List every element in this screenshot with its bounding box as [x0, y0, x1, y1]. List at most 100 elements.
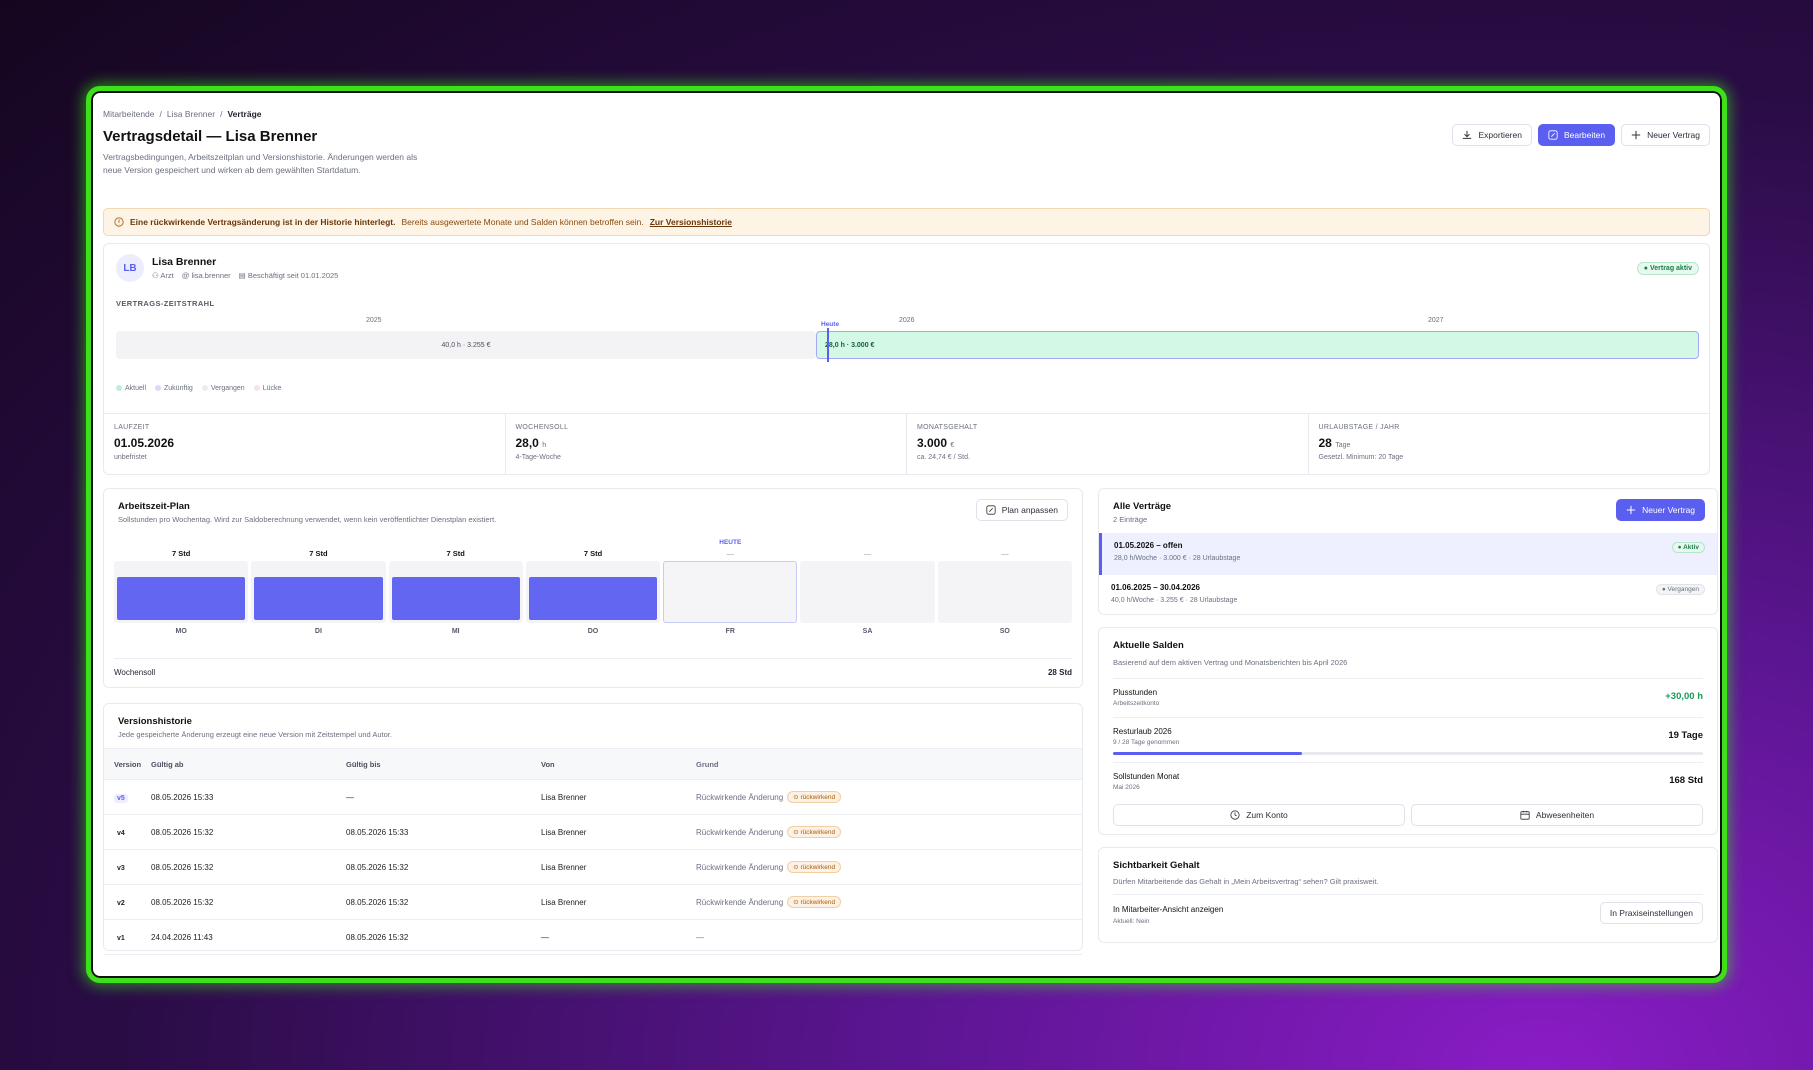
- day-label: DO: [587, 628, 599, 635]
- export-label: Exportieren: [1478, 130, 1522, 140]
- day-label: MI: [451, 628, 460, 635]
- edit-icon: [986, 505, 996, 515]
- breadcrumb-item[interactable]: Lisa Brenner: [166, 109, 216, 119]
- new-contract-button-secondary[interactable]: Neuer Vertrag: [1616, 499, 1705, 521]
- author: —: [541, 932, 549, 942]
- table-row[interactable]: v2 08.05.2026 15:32 08.05.2026 15:32 Lisa B…: [104, 885, 1082, 920]
- app-window: Mitarbeitende / Lisa Brenner / Verträge Ve…: [86, 86, 1727, 983]
- at-icon: @: [181, 271, 190, 280]
- balance-vacation: Resturlaub 2026 9 / 28 Tage genommen 19 …: [1113, 717, 1703, 761]
- account-button[interactable]: Zum Konto: [1113, 804, 1405, 826]
- reason: Rückwirkende Änderung ⊙ rückwirkend: [696, 826, 1082, 838]
- page-title: Vertragsdetail — Lisa Brenner: [103, 128, 318, 145]
- plan-days: 7 Std MO 7 Std DI 7 Std MI 7 Std DO HEUTE — FR — SA —…: [114, 539, 1072, 639]
- plan-day-mi[interactable]: 7 Std MI: [388, 539, 523, 639]
- day-hours: —: [1001, 549, 1009, 558]
- breadcrumb-item[interactable]: Mitarbeitende: [103, 109, 155, 119]
- plan-day-fr[interactable]: HEUTE — FR: [663, 539, 798, 639]
- version-tag: v3: [117, 864, 125, 872]
- day-hours: —: [726, 549, 735, 558]
- reason: Rückwirkende Änderung ⊙ rückwirkend: [696, 896, 1082, 908]
- contracts-title: Alle Verträge: [1113, 501, 1172, 512]
- plan-day-do[interactable]: 7 Std DO: [525, 539, 661, 639]
- valid-to: 08.05.2026 15:32: [346, 862, 409, 872]
- stat-weekly-hours: WOCHENSOLL 28,0 h 4-Tage-Woche: [506, 414, 907, 474]
- new-contract-button[interactable]: Neuer Vertrag: [1621, 124, 1710, 146]
- legend-item: Aktuell: [116, 385, 146, 392]
- plan-day-so[interactable]: — SO: [937, 539, 1072, 639]
- contract-status-badge: ● Vertrag aktiv: [1636, 262, 1699, 275]
- reason: —: [696, 932, 704, 942]
- plan-day-di[interactable]: 7 Std DI: [251, 539, 386, 639]
- absences-button[interactable]: Abwesenheiten: [1411, 804, 1703, 826]
- person-meta: ⚇ Arzt @ lisa.brenner ▤ Beschäftigt seit…: [152, 271, 338, 280]
- author: Lisa Brenner: [541, 792, 587, 802]
- valid-from: 08.05.2026 15:32: [151, 862, 214, 872]
- calendar-icon: ▤: [238, 271, 246, 280]
- valid-to: —: [346, 792, 354, 802]
- table-row[interactable]: v3 08.05.2026 15:32 08.05.2026 15:32 Lisa B…: [104, 850, 1082, 885]
- balances-subtitle: Basierend auf dem aktiven Vertrag und Mo…: [1113, 658, 1348, 667]
- stat-monthly-salary: MONATSGEHALT 3.000 € ca. 24,74 € / Std.: [907, 414, 1309, 474]
- author: Lisa Brenner: [541, 862, 587, 872]
- stat-vacation-days: URLAUBSTAGE / JAHR 28 Tage Gesetzl. Mini…: [1318, 424, 1404, 461]
- contract-item-past[interactable]: 01.06.2025 – 30.04.2026 40,0 h/Woche · 3…: [1099, 575, 1717, 617]
- edit-label: Bearbeiten: [1563, 130, 1606, 140]
- valid-from: 08.05.2026 15:32: [151, 827, 214, 837]
- valid-from: 24.04.2026 11:43: [151, 932, 213, 942]
- retroactive-alert: Eine rückwirkende Vertragsänderung ist i…: [103, 208, 1710, 236]
- day-hours: 7 Std: [309, 549, 328, 558]
- author: Lisa Brenner: [541, 897, 587, 907]
- year-label: 2025: [366, 317, 382, 324]
- contract-item-active[interactable]: 01.05.2026 – offen 28,0 h/Woche · 3.000 …: [1099, 533, 1717, 575]
- practice-settings-button[interactable]: In Praxiseinstellungen: [1599, 902, 1703, 924]
- year-label: 2026: [899, 317, 915, 324]
- timeline-label: VERTRAGS-ZEITSTRAHL: [116, 299, 215, 308]
- reason: Rückwirkende Änderung ⊙ rückwirkend: [696, 791, 1082, 803]
- day-bar-track: [251, 561, 386, 623]
- alert-title: Eine rückwirkende Vertragsänderung ist i…: [130, 217, 396, 227]
- table-row[interactable]: v1 24.04.2026 11:43 08.05.2026 15:32 — —: [104, 920, 1082, 955]
- today-label: Heute: [821, 321, 840, 328]
- avatar: LB: [116, 254, 144, 282]
- plan-day-mo[interactable]: 7 Std MO: [114, 539, 249, 639]
- valid-to: 08.05.2026 15:32: [346, 932, 409, 942]
- timeline-segment-current[interactable]: 28,0 h · 3.000 €: [816, 331, 1699, 359]
- version-tag: v1: [117, 934, 125, 942]
- day-bar-track: [525, 561, 661, 623]
- plus-icon: [1631, 130, 1641, 140]
- contract-stats: LAUFZEIT 01.05.2026 unbefristet WOCHENSO…: [103, 413, 1710, 475]
- plan-subtitle: Sollstunden pro Wochentag. Wird zur Sald…: [118, 515, 497, 524]
- reason: Rückwirkende Änderung ⊙ rückwirkend: [696, 861, 1082, 873]
- visibility-title: Sichtbarkeit Gehalt: [1113, 860, 1200, 871]
- export-button[interactable]: Exportieren: [1452, 124, 1532, 146]
- version-tag: v5: [114, 793, 128, 803]
- table-row[interactable]: v4 08.05.2026 15:32 08.05.2026 15:33 Lisa B…: [104, 815, 1082, 850]
- download-icon: [1463, 130, 1472, 139]
- table-row[interactable]: v5 08.05.2026 15:33 — Lisa Brenner Rückwirke…: [104, 780, 1082, 815]
- plan-day-sa[interactable]: — SA: [800, 539, 935, 639]
- work-plan-card: Arbeitszeit-Plan Sollstunden pro Wochent…: [103, 488, 1083, 688]
- version-tag: v4: [117, 829, 125, 837]
- timeline-legend: Aktuell Zukünftig Vergangen Lücke: [116, 385, 281, 392]
- balance-target-hours: Sollstunden Monat Mai 2026 168 Std: [1113, 762, 1703, 798]
- author: Lisa Brenner: [541, 827, 587, 837]
- valid-from: 08.05.2026 15:32: [151, 897, 214, 907]
- edit-icon: [1548, 130, 1558, 140]
- timeline-segment-past[interactable]: 40,0 h · 3.255 €: [116, 331, 816, 359]
- status-badge: ● Aktiv: [1671, 542, 1705, 553]
- page-subtitle: Vertragsbedingungen, Arbeitszeitplan und…: [103, 152, 418, 175]
- alert-text: Bereits ausgewertete Monate und Salden k…: [401, 217, 644, 227]
- contract-overview-card: LB Lisa Brenner ⚇ Arzt @ lisa.brenner ▤ …: [103, 243, 1710, 440]
- breadcrumb-current: Verträge: [227, 109, 262, 119]
- edit-button[interactable]: Bearbeiten: [1537, 124, 1616, 146]
- alert-history-link[interactable]: Zur Versionshistorie: [649, 217, 732, 227]
- balance-overtime: Plusstunden Arbeitszeitkonto +30,00 h: [1113, 678, 1703, 714]
- day-bar-fill: [391, 577, 520, 620]
- weekly-target-value: 28 Std: [1047, 668, 1072, 677]
- day-label: MO: [175, 628, 187, 635]
- person-name: Lisa Brenner: [152, 256, 217, 268]
- calendar-icon: [1520, 810, 1530, 820]
- plan-footer: Wochensoll 28 Std: [114, 658, 1072, 677]
- adjust-plan-button[interactable]: Plan anpassen: [975, 499, 1068, 521]
